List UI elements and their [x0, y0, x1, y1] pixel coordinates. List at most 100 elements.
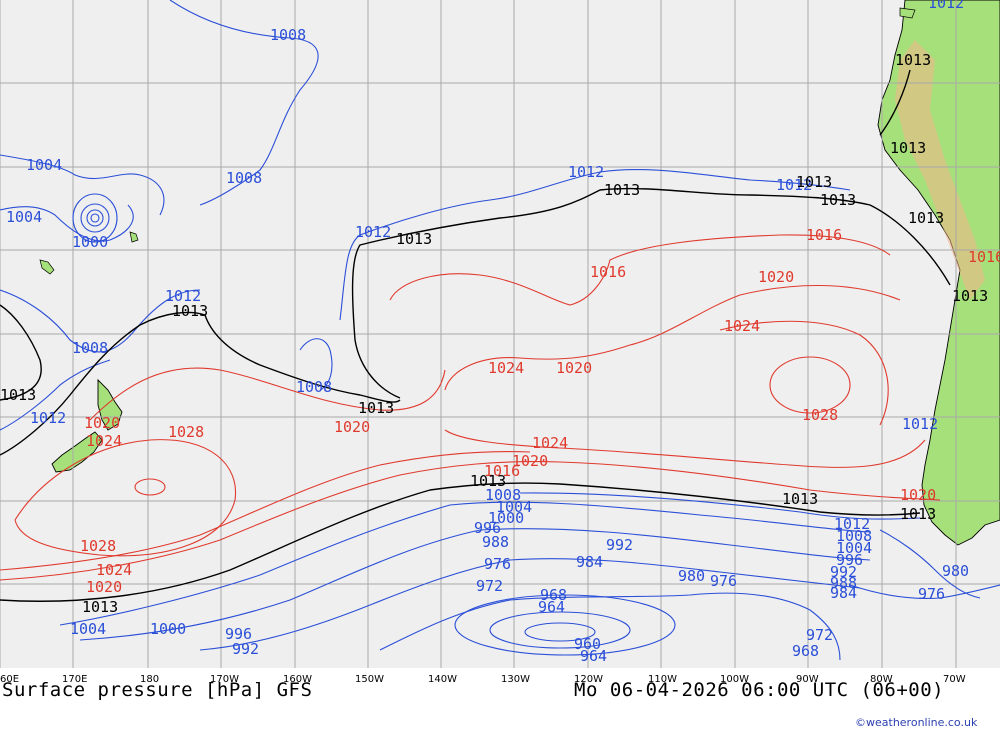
lon-tick: 90W — [796, 674, 819, 685]
isobars-low — [0, 0, 1000, 661]
isobar-label: 1028 — [80, 537, 116, 555]
isobar-label: 1004 — [836, 539, 872, 557]
isobar-label: 1012 — [165, 287, 201, 305]
isobar-label: 992 — [830, 563, 857, 581]
isobar-label: 1016 — [484, 462, 520, 480]
isobar-label: 1008 — [226, 169, 262, 187]
isobar-label: 1024 — [96, 561, 132, 579]
isobar-label: 1020 — [84, 414, 120, 432]
isobar-label: 1024 — [532, 434, 568, 452]
isobar-label: 1012 — [776, 176, 812, 194]
isobar-label: 972 — [806, 626, 833, 644]
isobar-label: 960 — [574, 635, 601, 653]
lon-tick: 100W — [720, 674, 749, 685]
isobar-label: 992 — [232, 640, 259, 658]
lon-tick: 170E — [62, 674, 87, 685]
isobar-label: 976 — [918, 585, 945, 603]
isobar-label: 1008 — [270, 26, 306, 44]
isobar-label: 1004 — [6, 208, 42, 226]
isobar-label: 1024 — [724, 317, 760, 335]
map-title: Surface pressure [hPa] GFS — [2, 679, 312, 701]
isobar-label: 992 — [606, 536, 633, 554]
lon-tick: 60E — [0, 674, 19, 685]
isobar-label: 1020 — [758, 268, 794, 286]
isobar-labels: 1008 1004 1004 1000 1008 1012 1013 1013 … — [0, 0, 1000, 665]
land-new-zealand-south — [51, 431, 103, 473]
isobar-label: 996 — [474, 519, 501, 537]
isobar-label: 1012 — [902, 415, 938, 433]
isobar-label: 1013 — [358, 399, 394, 417]
isobar-label: 1000 — [488, 509, 524, 527]
lon-tick: 150W — [355, 674, 384, 685]
lon-tick: 70W — [943, 674, 966, 685]
isobar-label: 1028 — [168, 423, 204, 441]
site-credit[interactable]: ©weatheronline.co.uk — [855, 716, 978, 729]
isobars-high — [0, 234, 941, 581]
isobar-label: 1013 — [782, 490, 818, 508]
isobar-label: 972 — [476, 577, 503, 595]
isobar-label: 1013 — [0, 386, 36, 404]
isobar-label: 984 — [830, 584, 857, 602]
isobar-label: 1012 — [30, 409, 66, 427]
isobar-label: 1013 — [908, 209, 944, 227]
isobar-label: 1008 — [72, 339, 108, 357]
isobar-label: 1012 — [928, 0, 964, 12]
isobar-label: 1008 — [485, 486, 521, 504]
isobar-label: 1013 — [952, 287, 988, 305]
isobar-label: 984 — [576, 553, 603, 571]
isobar-label: 1004 — [26, 156, 62, 174]
lon-tick: 130W — [501, 674, 530, 685]
isobar-label: 1013 — [604, 181, 640, 199]
isobar-label: 980 — [942, 562, 969, 580]
isobar-label: 1020 — [900, 486, 936, 504]
isobar-label: 1012 — [568, 163, 604, 181]
isobar-label: 1013 — [172, 302, 208, 320]
isobar-label: 1013 — [820, 191, 856, 209]
isobars-reference — [0, 69, 951, 602]
longitude-ticks: 60E 170E 180 170W 160W 150W 140W 130W 12… — [0, 674, 966, 685]
isobar-label: 996 — [836, 551, 863, 569]
isobar-label: 988 — [830, 574, 857, 592]
isobar-label: 1013 — [895, 51, 931, 69]
lon-tick: 180 — [140, 674, 159, 685]
isobar-label: 964 — [538, 598, 565, 616]
isobar-label: 1013 — [796, 173, 832, 191]
isobar-label: 1020 — [334, 418, 370, 436]
isobar-label: 1013 — [470, 472, 506, 490]
isobar-label: 1008 — [836, 527, 872, 545]
isobar-label: 996 — [225, 625, 252, 643]
isobar-label: 980 — [678, 567, 705, 585]
land-small-islands — [39, 7, 916, 275]
isobar-label: 976 — [710, 572, 737, 590]
isobar-label: 976 — [484, 555, 511, 573]
isobar-label: 1013 — [900, 505, 936, 523]
isobar-label: 1024 — [488, 359, 524, 377]
lon-tick: 140W — [428, 674, 457, 685]
lon-tick: 160W — [283, 674, 312, 685]
isobar-label: 1020 — [556, 359, 592, 377]
isobar-label: 1004 — [70, 620, 106, 638]
isobar-label: 1012 — [834, 515, 870, 533]
lon-tick: 170W — [210, 674, 239, 685]
isobar-label: 988 — [482, 533, 509, 551]
isobar-label: 1024 — [86, 432, 122, 450]
isobar-label: 968 — [792, 642, 819, 660]
isobar-label: 1008 — [296, 378, 332, 396]
lon-tick: 120W — [574, 674, 603, 685]
isobar-label: 1000 — [150, 620, 186, 638]
map-valid-time: Mo 06-04-2026 06:00 UTC (06+00) — [574, 679, 944, 701]
isobar-label: 968 — [540, 586, 567, 604]
isobar-label: 1028 — [802, 406, 838, 424]
lon-tick: 80W — [870, 674, 893, 685]
isobar-label: 1012 — [355, 223, 391, 241]
isobar-label: 1016 — [590, 263, 626, 281]
lon-tick: 110W — [648, 674, 677, 685]
isobar-label: 1004 — [496, 498, 532, 516]
land-andes-strip — [895, 40, 985, 300]
isobar-label: 1020 — [512, 452, 548, 470]
isobar-label: 1000 — [72, 233, 108, 251]
isobar-label: 1016 — [806, 226, 842, 244]
isobar-label: 1016 — [968, 248, 1000, 266]
